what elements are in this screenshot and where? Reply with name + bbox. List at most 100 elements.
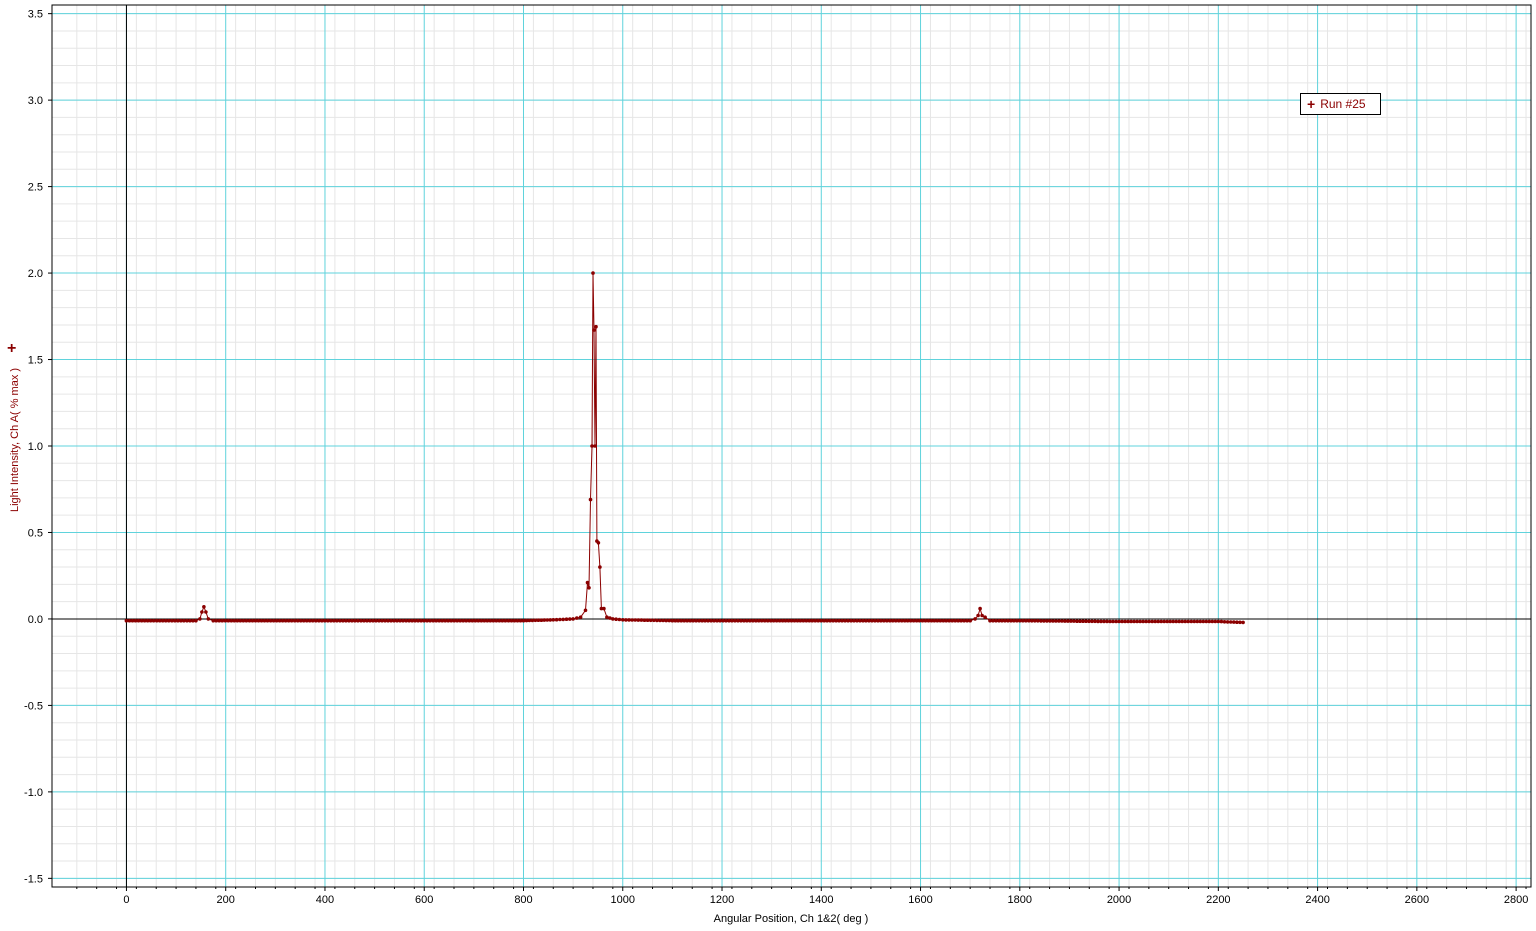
data-point: [515, 618, 520, 623]
y-axis-ticks: -1.5 -1.0 -0.5 0.0 0.5 1.0 1.5 2.0 2.5 3.0 3.5: [24, 9, 52, 885]
data-point: [983, 615, 987, 619]
data-point: [1210, 619, 1215, 624]
data-point: [271, 618, 276, 623]
data-point: [1051, 619, 1055, 623]
data-point: [326, 618, 330, 623]
legend[interactable]: + Run #25: [1300, 93, 1381, 115]
data-point: [1111, 619, 1115, 624]
data-point: [911, 618, 916, 623]
data-point: [598, 565, 602, 569]
data-point: [1189, 619, 1194, 624]
y-tick-label: 3.5: [28, 9, 43, 21]
data-point: [283, 618, 288, 623]
data-point: [813, 618, 818, 623]
x-axis-ticks: 0 200 400 600 800 1000 1200 1400 1600 1800 2000 220…: [76, 887, 1528, 906]
data-point: [762, 618, 767, 623]
data-point: [997, 618, 1001, 623]
data-point: [837, 618, 841, 623]
data-point: [491, 618, 496, 623]
data-point: [920, 618, 925, 623]
data-point: [1108, 619, 1112, 624]
data-point: [1228, 620, 1233, 624]
data-point: [879, 618, 883, 623]
data-point: [956, 618, 961, 623]
data-point: [1012, 618, 1016, 623]
data-point: [867, 618, 871, 623]
y-tick-label: 2.5: [28, 182, 43, 194]
data-point: [828, 618, 832, 623]
data-point: [139, 618, 144, 623]
data-point: [1003, 618, 1007, 623]
data-point: [1072, 619, 1076, 623]
data-point: [896, 618, 901, 623]
data-point: [250, 618, 255, 623]
data-point: [160, 618, 165, 623]
data-point: [953, 618, 958, 623]
data-point: [548, 618, 553, 622]
data-point: [506, 618, 511, 623]
data-point: [1048, 619, 1052, 623]
data-point: [718, 618, 722, 623]
data-point: [861, 618, 865, 623]
data-point: [136, 618, 141, 623]
data-point: [870, 618, 874, 623]
data-point: [530, 618, 535, 623]
data-point: [446, 618, 451, 623]
data-point: [214, 618, 219, 623]
data-point: [151, 618, 156, 623]
data-point: [395, 618, 399, 623]
data-point: [1063, 619, 1067, 623]
data-point: [198, 617, 202, 621]
data-point: [1177, 619, 1181, 624]
data-point: [810, 618, 815, 623]
data-point: [133, 618, 138, 623]
data-point: [1153, 619, 1157, 624]
data-point: [768, 618, 773, 623]
data-point: [262, 618, 267, 623]
data-point: [840, 618, 844, 623]
data-point: [265, 618, 270, 623]
data-point: [730, 618, 734, 623]
data-point: [238, 618, 243, 623]
data-point: [362, 618, 366, 623]
data-point: [145, 618, 150, 623]
data-point: [1015, 618, 1019, 623]
data-point: [332, 618, 336, 623]
data-point: [226, 618, 231, 623]
data-point: [1039, 619, 1043, 623]
data-point: [596, 541, 601, 545]
data-point: [739, 618, 743, 623]
data-point: [1096, 619, 1100, 624]
data-point: [545, 618, 550, 622]
data-point: [422, 618, 427, 623]
data-point: [220, 618, 225, 623]
data-point: [1081, 619, 1085, 623]
data-point: [235, 618, 240, 623]
x-axis-title: Angular Position, Ch 1&2( deg ): [714, 913, 869, 925]
data-point: [470, 618, 475, 623]
data-point: [542, 618, 547, 622]
data-point: [852, 618, 856, 623]
data-point: [449, 618, 454, 623]
data-point: [706, 618, 710, 623]
data-point: [756, 618, 761, 623]
data-point: [1198, 619, 1203, 624]
data-point: [614, 617, 618, 621]
data-point: [1024, 618, 1028, 623]
data-point: [652, 618, 656, 623]
data-point: [1006, 618, 1010, 623]
data-point: [194, 618, 198, 623]
data-point: [479, 618, 484, 623]
data-point: [724, 618, 728, 623]
data-point: [590, 444, 594, 448]
data-point: [253, 618, 258, 623]
data-point: [667, 618, 672, 623]
data-point: [783, 618, 788, 623]
data-point: [642, 618, 647, 622]
data-point: [822, 618, 827, 623]
data-point: [524, 618, 529, 623]
data-point: [314, 618, 318, 623]
data-point: [721, 618, 725, 623]
legend-label-run-25: Run #25: [1320, 97, 1366, 111]
data-point: [655, 618, 659, 623]
